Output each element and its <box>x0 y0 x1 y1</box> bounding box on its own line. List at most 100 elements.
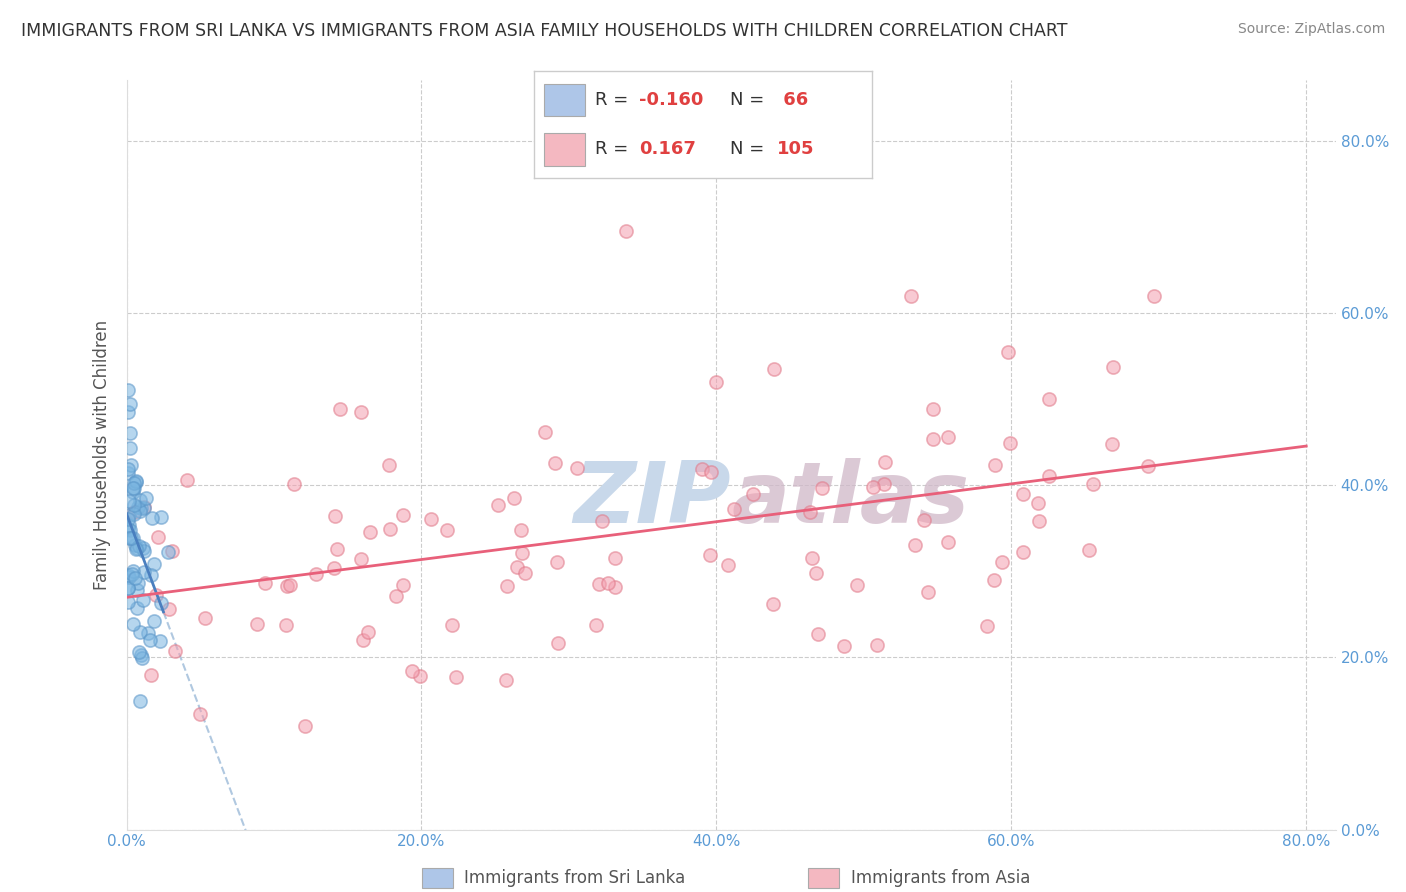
Point <box>121 485 143 500</box>
Point <box>253 576 276 591</box>
Point <box>117 567 139 582</box>
Point <box>136 625 159 640</box>
Point <box>132 544 155 558</box>
Point <box>914 513 936 527</box>
Point <box>983 573 1005 587</box>
Point <box>117 467 139 481</box>
Point <box>807 627 830 641</box>
Text: Immigrants from Sri Lanka: Immigrants from Sri Lanka <box>464 869 685 887</box>
Point <box>872 477 894 491</box>
Point <box>134 566 156 580</box>
Point <box>131 651 153 665</box>
Point <box>917 585 939 599</box>
Point <box>149 634 172 648</box>
Text: R =: R = <box>595 91 634 109</box>
Point <box>124 498 146 512</box>
Point <box>142 614 165 628</box>
Point <box>139 633 162 648</box>
Point <box>129 504 152 518</box>
Point <box>129 501 152 516</box>
Point <box>1101 437 1123 451</box>
Point <box>129 493 152 508</box>
Point <box>122 531 145 545</box>
Point <box>276 618 298 632</box>
Text: N =: N = <box>730 91 770 109</box>
Point <box>132 541 155 555</box>
Point <box>122 508 145 522</box>
Text: atlas: atlas <box>731 458 969 541</box>
Point <box>441 617 464 632</box>
Point <box>1012 487 1035 501</box>
Point <box>120 441 142 455</box>
Point <box>862 480 884 494</box>
Point <box>546 555 568 569</box>
Point <box>510 523 533 537</box>
Text: N =: N = <box>730 141 770 159</box>
Point <box>596 576 619 591</box>
Text: Immigrants from Asia: Immigrants from Asia <box>851 869 1031 887</box>
Point <box>122 505 145 519</box>
Point <box>128 644 150 658</box>
Point <box>139 668 162 682</box>
Point <box>741 487 763 501</box>
Point <box>378 522 401 536</box>
Point <box>614 224 637 238</box>
Point <box>117 462 139 476</box>
Y-axis label: Family Households with Children: Family Households with Children <box>93 320 111 590</box>
Point <box>1081 477 1104 491</box>
Point <box>120 531 142 545</box>
Point <box>692 462 714 476</box>
Point <box>145 588 167 602</box>
Text: 0.167: 0.167 <box>638 141 696 159</box>
Point <box>117 570 139 584</box>
Point <box>976 618 998 632</box>
Point <box>1038 468 1060 483</box>
Point <box>122 481 145 495</box>
Point <box>495 673 517 688</box>
Point <box>1028 514 1050 528</box>
Point <box>322 560 344 574</box>
Point <box>127 583 149 598</box>
Point <box>591 514 613 528</box>
Point <box>117 405 139 419</box>
Point <box>1077 543 1099 558</box>
Point <box>118 397 141 411</box>
Point <box>117 512 139 526</box>
Point <box>1136 458 1159 473</box>
Point <box>188 706 211 721</box>
Point <box>1143 288 1166 302</box>
Point <box>845 578 868 592</box>
Point <box>122 482 145 496</box>
Point <box>603 580 626 594</box>
Point <box>832 640 855 654</box>
Point <box>763 361 786 376</box>
Point <box>409 669 432 683</box>
Point <box>117 518 139 533</box>
Point <box>132 501 155 516</box>
Point <box>936 430 959 444</box>
Point <box>176 473 198 487</box>
Text: 66: 66 <box>778 91 808 109</box>
Point <box>704 375 727 389</box>
Point <box>117 581 139 595</box>
Point <box>997 345 1019 359</box>
Point <box>128 539 150 553</box>
Point <box>723 502 745 516</box>
Point <box>699 465 721 479</box>
Point <box>127 541 149 555</box>
Point <box>503 491 526 505</box>
Point <box>118 531 141 545</box>
Point <box>496 579 519 593</box>
Point <box>124 571 146 585</box>
Point <box>392 578 415 592</box>
Point <box>125 475 148 489</box>
Point <box>420 511 443 525</box>
Point <box>352 633 374 648</box>
Point <box>804 566 827 581</box>
Point <box>278 578 301 592</box>
Point <box>142 558 165 572</box>
Point <box>922 432 945 446</box>
Point <box>350 552 373 566</box>
Point <box>118 508 141 522</box>
Point <box>873 455 896 469</box>
